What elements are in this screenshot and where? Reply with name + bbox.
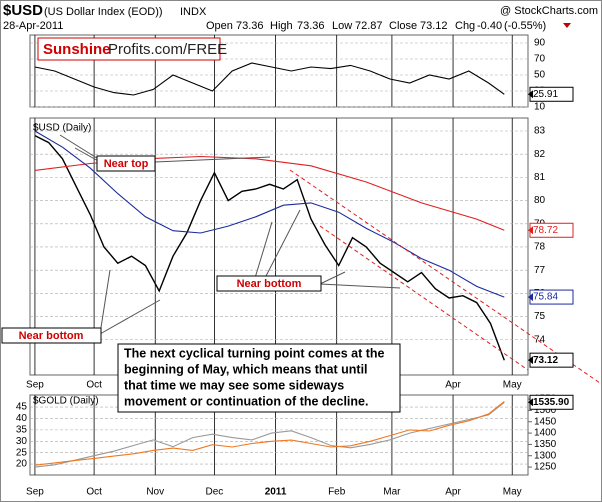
y2-tick-label: 1250 bbox=[534, 462, 557, 473]
x-tick-label: Sep bbox=[26, 380, 44, 391]
x-tick-label: Oct bbox=[86, 487, 102, 498]
y-tick-label: 70 bbox=[534, 54, 546, 65]
y-tick-label: 81 bbox=[534, 172, 546, 183]
y-tick-label: 45 bbox=[16, 402, 28, 413]
value-pointer bbox=[528, 90, 533, 99]
x-tick-label: Sep bbox=[26, 487, 44, 498]
value-label: 25.91 bbox=[533, 89, 558, 100]
series-line bbox=[34, 401, 505, 468]
y-tick-label: 74 bbox=[534, 334, 546, 345]
series-line bbox=[34, 400, 505, 466]
x-tick-label: Oct bbox=[86, 380, 102, 391]
panel-title: $USD (Daily) bbox=[33, 123, 91, 134]
chg-pct: (-0.55%) bbox=[504, 20, 546, 32]
note-line: movement or continuation of the decline. bbox=[124, 394, 368, 408]
annotation-box bbox=[216, 275, 322, 292]
value-label: 1535.90 bbox=[533, 397, 570, 408]
value-pointer bbox=[528, 356, 533, 365]
y-tick-label: 30 bbox=[16, 436, 28, 447]
pointer bbox=[154, 156, 271, 163]
open-value: 73.36 bbox=[236, 20, 264, 32]
value-label: 75.84 bbox=[533, 292, 558, 303]
rsi-frame bbox=[29, 34, 529, 108]
pointers bbox=[59, 134, 401, 335]
y-tick-label: 35 bbox=[16, 425, 28, 436]
annotation: Near top bbox=[104, 158, 149, 170]
x-tick-label: Mar bbox=[383, 487, 401, 498]
value-label: 78.72 bbox=[533, 225, 558, 236]
y-tick-label: 78 bbox=[534, 242, 546, 253]
pointer bbox=[254, 209, 401, 289]
x-tick-label: Apr bbox=[445, 380, 461, 391]
y2-tick-label: 1500 bbox=[534, 405, 557, 416]
y-tick-label: 20 bbox=[16, 459, 28, 470]
open-label: Open bbox=[206, 20, 233, 32]
note-line: The next cyclical turning point comes at… bbox=[124, 346, 385, 360]
y-tick-label: 83 bbox=[534, 126, 546, 137]
y-tick-label: 80 bbox=[534, 195, 546, 206]
note-line: beginning of May, which means that until bbox=[124, 362, 368, 376]
pointer bbox=[59, 134, 101, 163]
low-label: Low bbox=[332, 20, 352, 32]
y-tick-label: 77 bbox=[534, 265, 546, 276]
x-tick-label: Apr bbox=[445, 487, 461, 498]
y2-tick-label: 1300 bbox=[534, 450, 557, 461]
x-tick-label: Feb bbox=[328, 487, 346, 498]
chg-value: -0.40 bbox=[477, 20, 502, 32]
value-pointer bbox=[528, 226, 533, 235]
y-tick-label: 50 bbox=[534, 70, 546, 81]
high-label: High bbox=[270, 20, 293, 32]
logo-part: Sunshine bbox=[43, 41, 111, 58]
close-label: Close bbox=[389, 20, 417, 32]
y-tick-label: 82 bbox=[534, 149, 546, 160]
close-value: 73.12 bbox=[420, 20, 448, 32]
down-arrow bbox=[563, 23, 571, 28]
note-box bbox=[117, 343, 401, 413]
y-tick-label: 25 bbox=[16, 447, 28, 458]
annotation-box bbox=[1, 327, 102, 344]
y2-tick-label: 1350 bbox=[534, 439, 557, 450]
annotation: Near bottom bbox=[19, 330, 84, 342]
low-value: 72.87 bbox=[355, 20, 383, 32]
logo-box bbox=[37, 37, 221, 61]
pointer bbox=[99, 269, 161, 335]
series-line bbox=[34, 62, 505, 96]
y-tick-label: 10 bbox=[534, 102, 546, 113]
channel-lower bbox=[319, 225, 529, 371]
value-pointer bbox=[528, 293, 533, 302]
logo-part: Profits.com/FREE bbox=[108, 41, 227, 58]
y-tick-label: 75 bbox=[534, 311, 546, 322]
panel-title: $GOLD (Daily) bbox=[33, 396, 99, 407]
value-label: 73.12 bbox=[533, 355, 558, 366]
exchange: INDX bbox=[180, 6, 207, 18]
y-tick-label: 90 bbox=[534, 38, 546, 49]
annotation: Near bottom bbox=[237, 278, 302, 290]
note-line: that time we may see some sideways bbox=[124, 378, 344, 392]
y2-tick-label: 1450 bbox=[534, 416, 557, 427]
date: 28-Apr-2011 bbox=[3, 20, 63, 32]
x-tick-label: 2011 bbox=[265, 487, 287, 498]
series-line bbox=[34, 130, 505, 298]
x-tick-label: Nov bbox=[146, 487, 164, 498]
y-tick-label: 40 bbox=[16, 413, 28, 424]
source: @ StockCharts.com bbox=[500, 5, 598, 17]
symbol: $USD bbox=[3, 2, 43, 19]
value-pointer bbox=[528, 398, 533, 407]
index-name: (US Dollar Index (EOD)) bbox=[44, 6, 163, 18]
x-tick-label: May bbox=[503, 380, 522, 391]
annotation-box bbox=[96, 155, 156, 172]
y2-tick-label: 1400 bbox=[534, 428, 557, 439]
series-line bbox=[34, 134, 505, 361]
x-tick-label: Dec bbox=[206, 487, 224, 498]
chg-label: Chg bbox=[455, 20, 475, 32]
x-tick-label: May bbox=[503, 487, 522, 498]
high-value: 73.36 bbox=[297, 20, 325, 32]
